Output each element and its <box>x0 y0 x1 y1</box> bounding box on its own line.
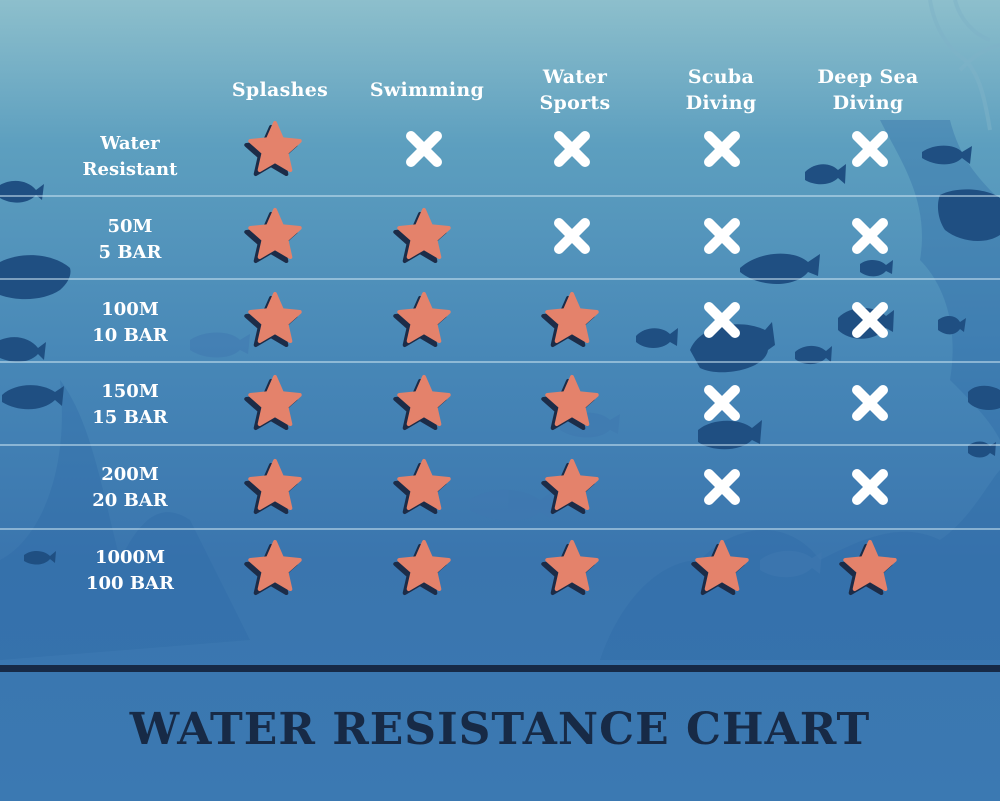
cross-icon <box>852 131 888 167</box>
fish-icon <box>636 328 678 348</box>
column-header-deep-sea-diving: Deep Sea Diving <box>817 66 919 114</box>
fish-icon <box>0 255 71 300</box>
starfish-icon <box>393 459 451 514</box>
cross-stroke <box>852 131 888 167</box>
starfish-shape <box>248 540 302 591</box>
starfish-shape <box>545 375 599 426</box>
faint-fish-silhouettes <box>190 332 822 578</box>
starfish-icon <box>393 292 451 347</box>
starfish-shape <box>248 292 302 343</box>
cross-icon <box>554 218 590 254</box>
starfish-icon <box>541 292 599 347</box>
starfish-shape <box>397 208 451 259</box>
starfish-shape <box>397 292 451 343</box>
seaweed-icon <box>928 0 1000 131</box>
row-header-50m: 50M 5 BAR <box>98 216 162 263</box>
cross-stroke <box>704 131 740 167</box>
footer-divider <box>0 665 1000 672</box>
cross-stroke <box>852 469 888 505</box>
fish-icon <box>0 180 44 203</box>
cross-stroke <box>704 218 740 254</box>
cross-icon <box>704 131 740 167</box>
cross-icon <box>852 218 888 254</box>
starfish-icon <box>541 540 599 595</box>
cross-stroke <box>704 302 740 338</box>
starfish-shape <box>248 208 302 259</box>
cross-icon <box>704 218 740 254</box>
chart-title: WATER RESISTANCE CHART <box>129 704 871 755</box>
row-header-200m: 200M 20 BAR <box>92 464 168 511</box>
fish-icon <box>805 164 846 185</box>
row-divider <box>0 528 1000 530</box>
cross-stroke <box>852 385 888 421</box>
row-divider <box>0 278 1000 280</box>
column-header-scuba-diving: Scuba Diving <box>685 66 757 114</box>
cross-icon <box>406 131 442 167</box>
cross-icon <box>704 469 740 505</box>
cross-icon <box>852 469 888 505</box>
starfish-icon <box>244 459 302 514</box>
starfish-shape <box>545 459 599 510</box>
fish-icon <box>2 385 64 410</box>
cross-stroke <box>704 385 740 421</box>
starfish-icon <box>244 292 302 347</box>
starfish-shape <box>397 375 451 426</box>
starfish-icon <box>691 540 749 595</box>
fish-icon <box>860 259 893 277</box>
starfish-icon <box>393 540 451 595</box>
fish-icon <box>938 316 966 335</box>
fish-icon <box>698 420 762 450</box>
starfish-shape <box>248 121 302 172</box>
fish-icon <box>937 189 1000 242</box>
starfish-icon <box>244 375 302 430</box>
starfish-icon <box>541 459 599 514</box>
cross-stroke <box>406 131 442 167</box>
cross-stroke <box>704 469 740 505</box>
fish-icon <box>968 385 1000 410</box>
starfish-shape <box>397 459 451 510</box>
starfish-icon <box>244 208 302 263</box>
cross-icon <box>704 302 740 338</box>
cross-icon <box>852 302 888 338</box>
starfish-icon <box>244 121 302 176</box>
starfish-shape <box>545 540 599 591</box>
starfish-icon <box>393 375 451 430</box>
fish-icon <box>0 337 46 362</box>
row-divider <box>0 444 1000 446</box>
row-header-100m: 100M 10 BAR <box>92 299 168 346</box>
starfish-icon <box>244 540 302 595</box>
starfish-shape <box>397 540 451 591</box>
cross-icon <box>852 385 888 421</box>
cross-stroke <box>852 218 888 254</box>
starfish-shape <box>248 375 302 426</box>
fish-icon <box>740 253 820 284</box>
starfish-icon <box>839 540 897 595</box>
cross-icon <box>554 131 590 167</box>
starfish-icon <box>541 375 599 430</box>
row-divider <box>0 361 1000 363</box>
starfish-icon <box>393 208 451 263</box>
row-header-water-resistant: Water Resistant <box>82 133 178 180</box>
fish-icon <box>795 345 832 365</box>
starfish-shape <box>695 540 749 591</box>
row-divider <box>0 195 1000 197</box>
column-header-splashes: Splashes <box>231 79 329 101</box>
column-header-swimming: Swimming <box>369 79 485 101</box>
cross-stroke <box>554 218 590 254</box>
fish-silhouettes <box>0 145 1000 565</box>
cross-icon <box>704 385 740 421</box>
cross-stroke <box>554 131 590 167</box>
cross-stroke <box>852 302 888 338</box>
row-header-150m: 150M 15 BAR <box>92 381 168 428</box>
fish-icon <box>24 550 56 565</box>
row-header-1000m: 1000M 100 BAR <box>86 547 174 594</box>
starfish-shape <box>545 292 599 343</box>
starfish-shape <box>843 540 897 591</box>
column-header-water-sports: Water Sports <box>539 66 611 114</box>
starfish-shape <box>248 459 302 510</box>
fish-icon <box>922 145 972 165</box>
